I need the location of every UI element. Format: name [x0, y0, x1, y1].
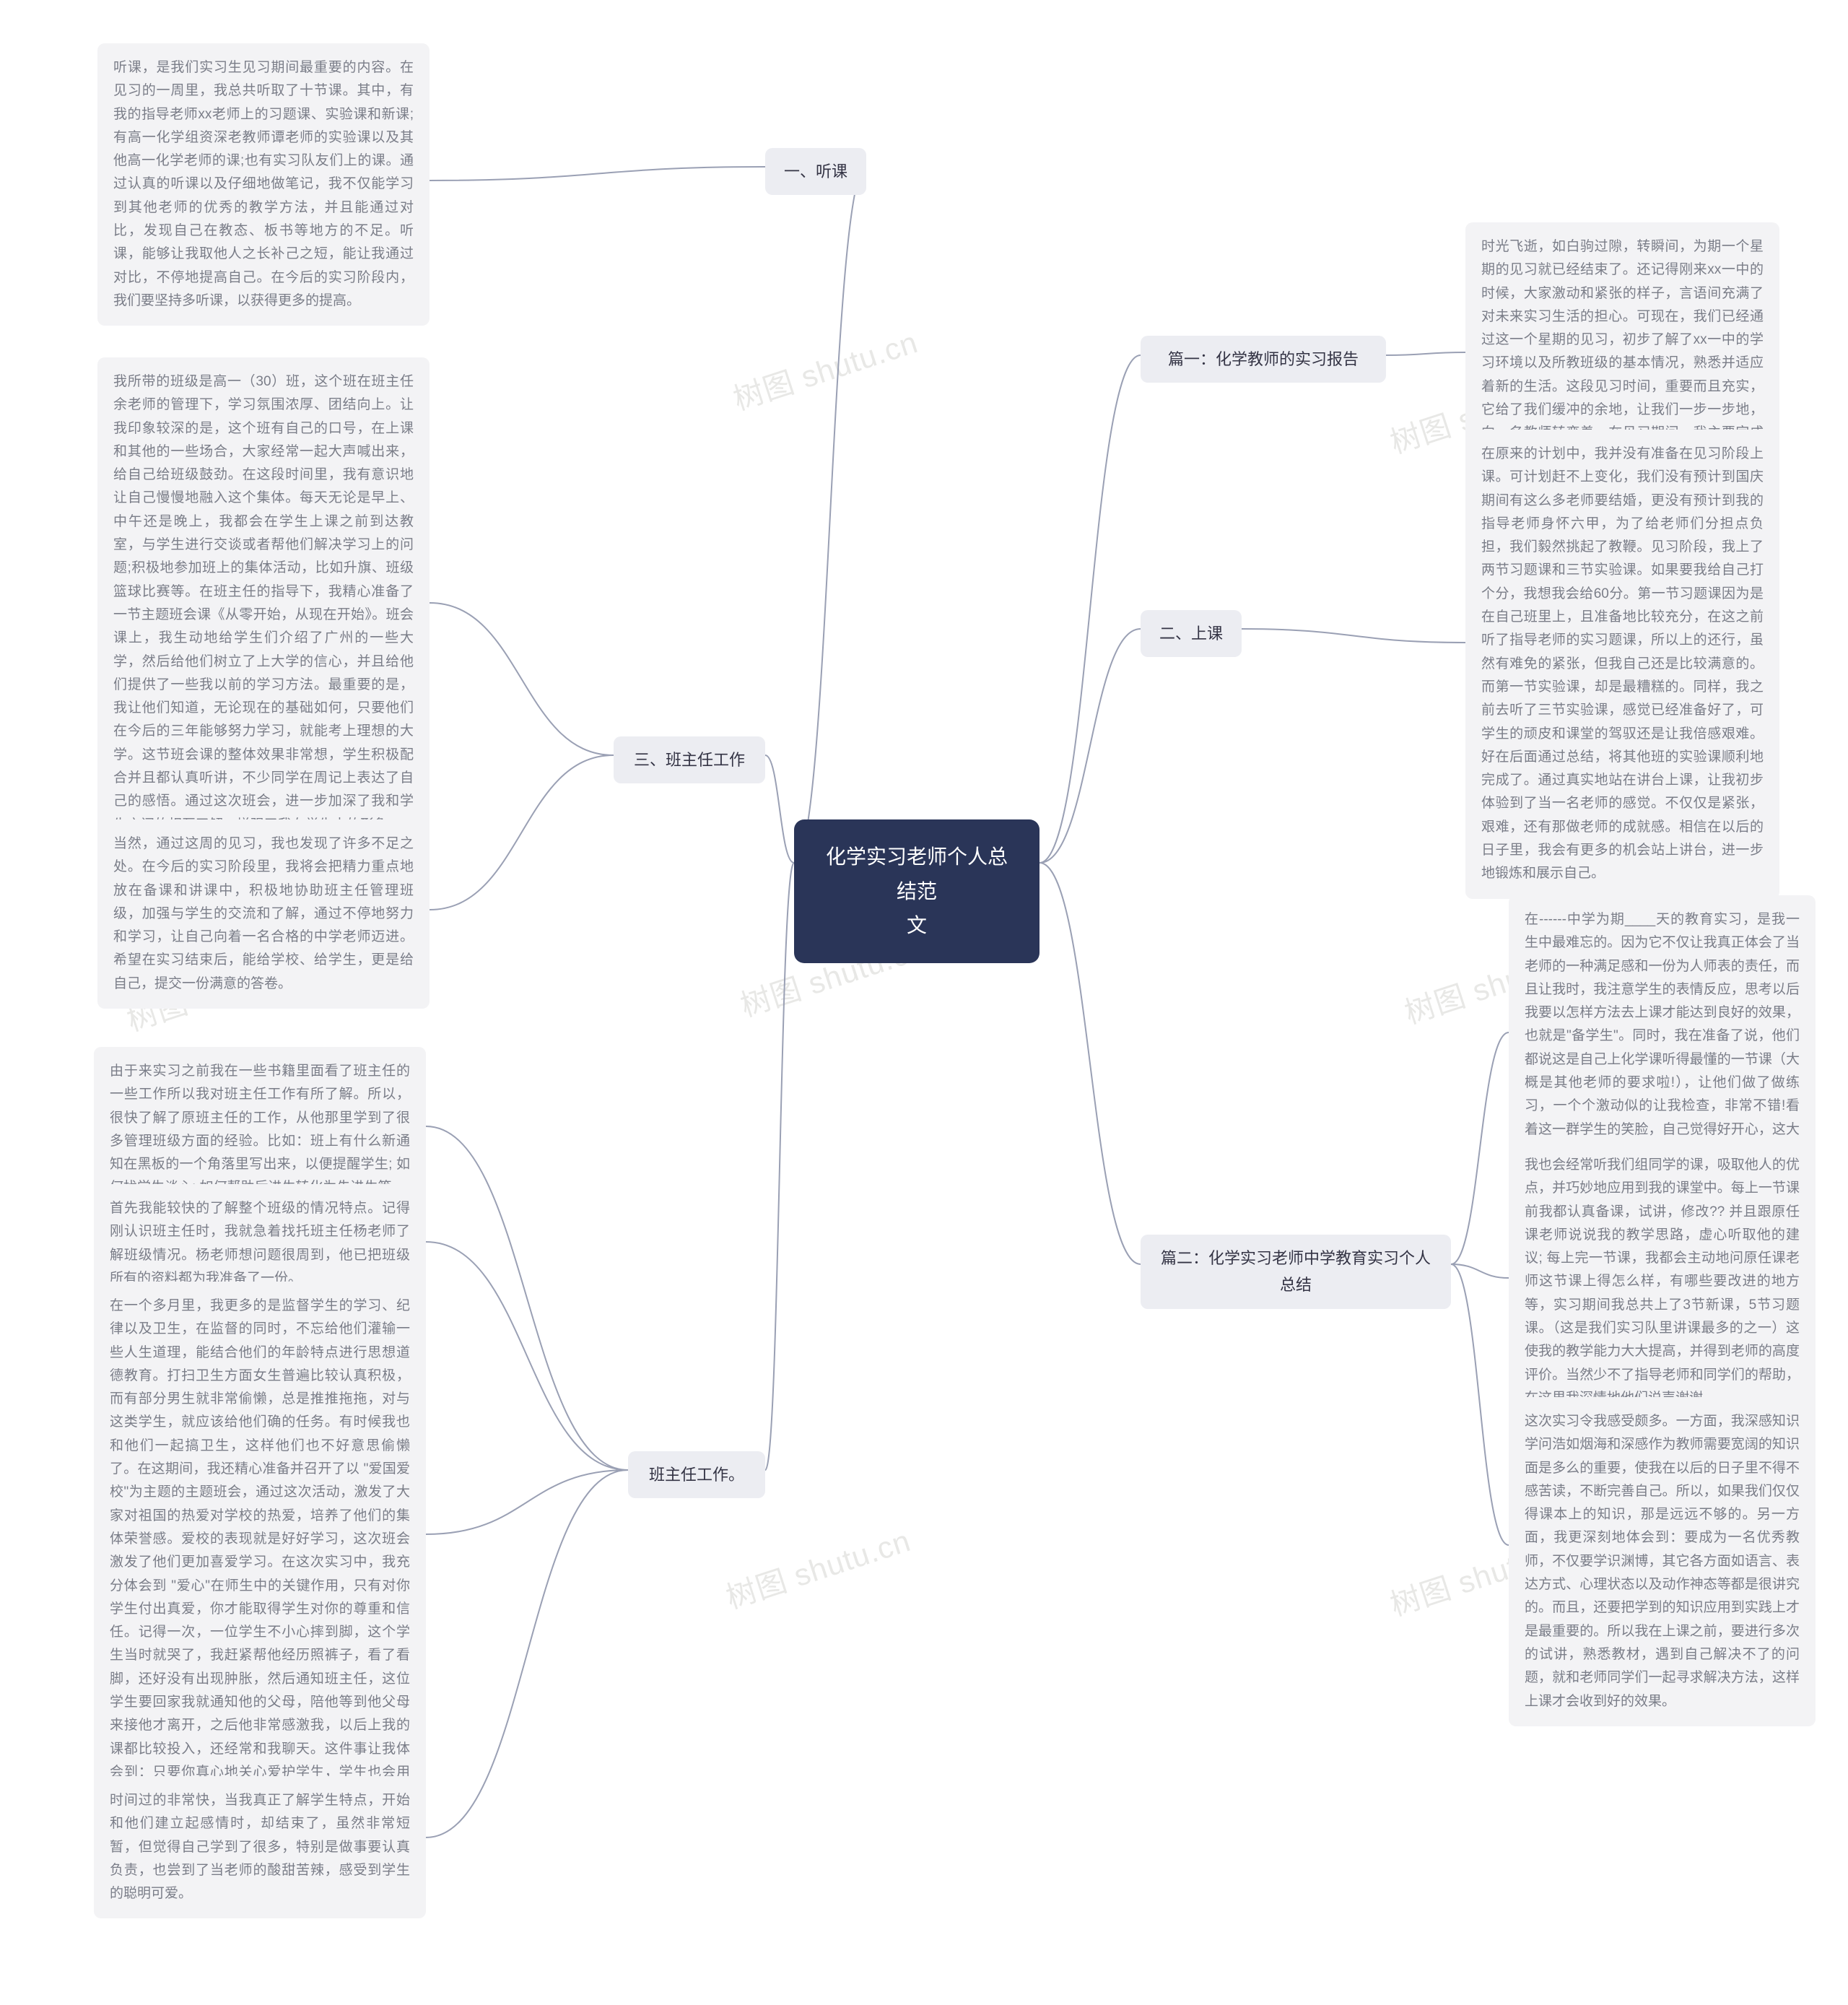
- leaf-report2-c: 这次实习令我感受颇多。一方面，我深感知识学问浩如烟海和深感作为教师需要宽阔的知识…: [1509, 1397, 1816, 1726]
- branch-label: 三、班主任工作: [634, 751, 745, 769]
- leaf-text: 当然，通过这周的见习，我也发现了许多不足之处。在今后的实习阶段里，我将会把精力重…: [113, 836, 414, 991]
- leaf-text: 在------中学为期____天的教育实习，是我一生中最难忘的。因为它不仅让我真…: [1525, 912, 1800, 1160]
- branch-classwork: 班主任工作。: [628, 1451, 765, 1498]
- leaf-text: 首先我能较快的了解整个班级的情况特点。记得刚认识班主任时，我就急着找托班主任杨老…: [110, 1201, 410, 1286]
- leaf-listen-detail: 听课，是我们实习生见习期间最重要的内容。在见习的一周里，我总共听取了十节课。其中…: [97, 43, 430, 326]
- branch-label: 二、上课: [1159, 625, 1223, 643]
- leaf-text: 我也会经常听我们组同学的课，吸取他人的优点，并巧妙地应用到我的课堂中。每上一节课…: [1525, 1157, 1800, 1406]
- leaf-text: 这次实习令我感受颇多。一方面，我深感知识学问浩如烟海和深感作为教师需要宽阔的知识…: [1525, 1414, 1800, 1709]
- leaf-report2-a: 在------中学为期____天的教育实习，是我一生中最难忘的。因为它不仅让我真…: [1509, 895, 1816, 1178]
- branch-label: 一、听课: [784, 162, 847, 181]
- leaf-text: 听课，是我们实习生见习期间最重要的内容。在见习的一周里，我总共听取了十节课。其中…: [113, 60, 414, 308]
- leaf-text: 我所带的班级是高一（30）班，这个班在班主任余老师的管理下，学习氛围浓厚、团结向…: [113, 374, 414, 832]
- leaf-text: 在一个多月里，我更多的是监督学生的学习、纪律以及卫生，在监督的同时，不忘给他们灌…: [110, 1298, 410, 1803]
- root-title-line2: 文: [819, 908, 1015, 943]
- leaf-teach-detail: 在原来的计划中，我并没有准备在见习阶段上课。可计划赶不上变化，我们没有预计到国庆…: [1465, 430, 1779, 899]
- branch-label: 篇二：化学实习老师中学教育实习个人总结: [1161, 1249, 1431, 1294]
- leaf-text: 时间过的非常快，当我真正了解学生特点，开始和他们建立起感情时，却结束了，虽然非常…: [110, 1793, 410, 1901]
- leaf-text: 由于来实习之前我在一些书籍里面看了班主任的一些工作所以我对班主任工作有所了解。所…: [110, 1064, 410, 1195]
- branch-label: 篇一：化学教师的实习报告: [1168, 350, 1359, 368]
- leaf-classhead-b: 当然，通过这周的见习，我也发现了许多不足之处。在今后的实习阶段里，我将会把精力重…: [97, 819, 430, 1009]
- root-title-line1: 化学实习老师个人总结范: [819, 840, 1015, 908]
- branch-report1: 篇一：化学教师的实习报告: [1141, 336, 1386, 383]
- root-node: 化学实习老师个人总结范 文: [794, 819, 1040, 963]
- branch-teach: 二、上课: [1141, 610, 1242, 657]
- leaf-report2-b: 我也会经常听我们组同学的课，吸取他人的优点，并巧妙地应用到我的课堂中。每上一节课…: [1509, 1141, 1816, 1423]
- branch-report2: 篇二：化学实习老师中学教育实习个人总结: [1141, 1235, 1451, 1309]
- leaf-classwork-c: 在一个多月里，我更多的是监督学生的学习、纪律以及卫生，在监督的同时，不忘给他们灌…: [94, 1282, 426, 1821]
- branch-label: 班主任工作。: [649, 1466, 744, 1484]
- branch-listen: 一、听课: [765, 148, 866, 195]
- branch-classhead: 三、班主任工作: [614, 736, 765, 783]
- leaf-classwork-d: 时间过的非常快，当我真正了解学生特点，开始和他们建立起感情时，却结束了，虽然非常…: [94, 1776, 426, 1918]
- leaf-text: 在原来的计划中，我并没有准备在见习阶段上课。可计划赶不上变化，我们没有预计到国庆…: [1481, 446, 1764, 881]
- leaf-classhead-a: 我所带的班级是高一（30）班，这个班在班主任余老师的管理下，学习氛围浓厚、团结向…: [97, 357, 430, 850]
